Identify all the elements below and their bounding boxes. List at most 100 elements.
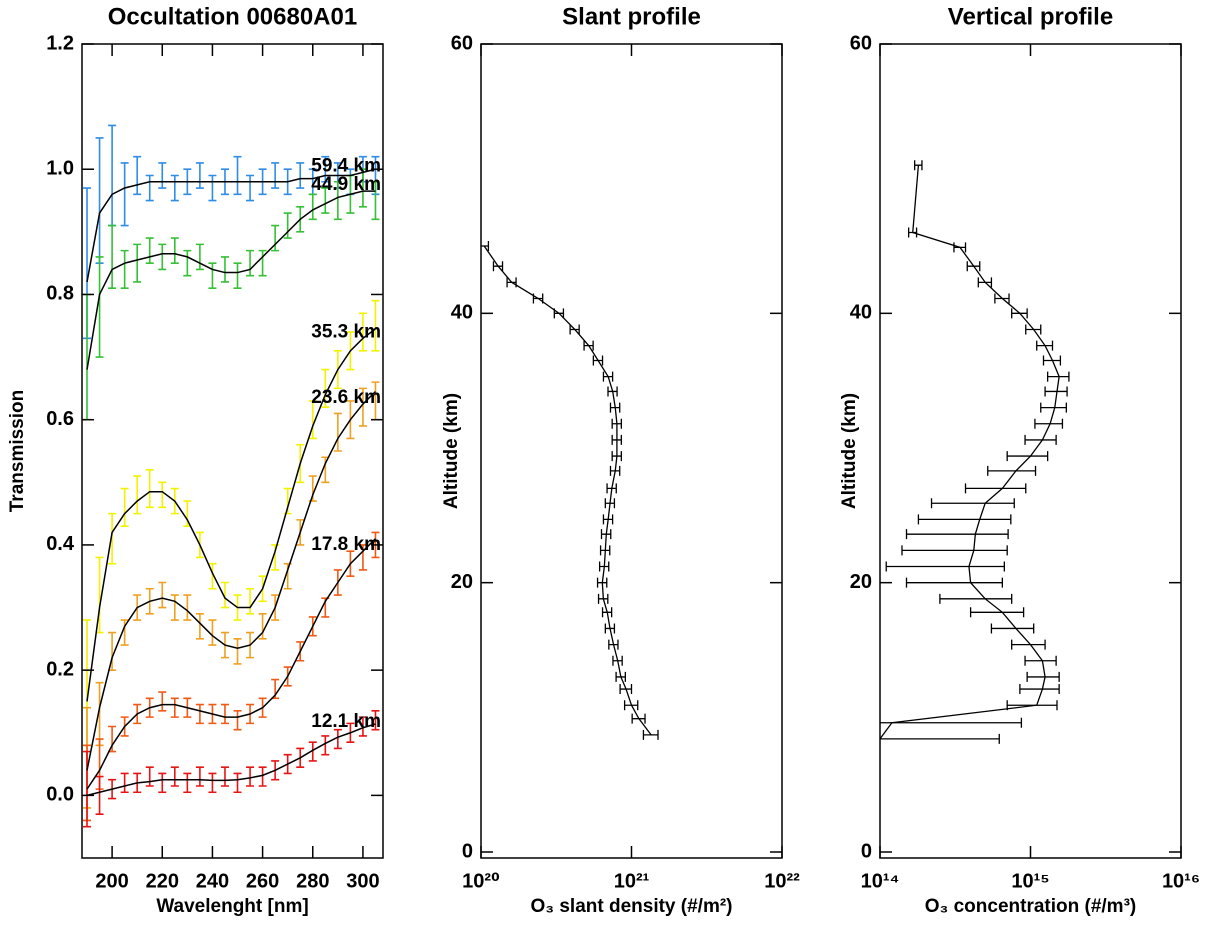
error-bar bbox=[258, 766, 267, 787]
error-bar bbox=[371, 180, 380, 221]
panel: Occultation 00680A01 Wavelenght [nm] Trans… bbox=[7, 3, 384, 917]
y-tick-label: 0 bbox=[861, 840, 872, 862]
error-bar bbox=[208, 772, 217, 794]
error-bar bbox=[258, 249, 267, 277]
series-label: 23.6 km bbox=[311, 387, 381, 408]
x-tick-label: 260 bbox=[246, 870, 279, 892]
error-bar bbox=[246, 174, 255, 202]
fit-line bbox=[86, 168, 376, 283]
error-bar bbox=[195, 703, 204, 725]
error-bar bbox=[233, 262, 242, 289]
error-bar bbox=[208, 174, 217, 202]
x-axis-label: Wavelenght [nm] bbox=[156, 896, 308, 917]
error-bar bbox=[1011, 639, 1046, 650]
error-bar bbox=[905, 577, 1003, 588]
error-bar bbox=[358, 168, 367, 208]
error-bar bbox=[233, 638, 242, 665]
error-bar bbox=[1024, 434, 1057, 445]
error-bar bbox=[246, 766, 255, 787]
error-bar bbox=[271, 162, 280, 189]
plot-frame bbox=[480, 43, 783, 859]
y-tick-label: 0.8 bbox=[46, 283, 74, 305]
x-tick-label: 10¹⁶ bbox=[1162, 870, 1200, 892]
error-bar bbox=[208, 262, 217, 289]
error-bar bbox=[1024, 655, 1057, 666]
error-bar bbox=[901, 545, 1008, 556]
error-bar bbox=[158, 772, 167, 794]
y-tick-label: 0.6 bbox=[46, 408, 74, 430]
error-bar bbox=[220, 703, 229, 725]
profile-line bbox=[880, 165, 1060, 740]
error-bar bbox=[95, 256, 104, 358]
error-bar bbox=[358, 312, 367, 352]
panel-title: Vertical profile bbox=[948, 3, 1113, 30]
error-bar bbox=[145, 237, 154, 264]
plot-frame bbox=[81, 43, 384, 859]
error-bar bbox=[371, 710, 380, 731]
x-tick-label: 10²⁰ bbox=[462, 870, 500, 892]
error-bar bbox=[183, 594, 192, 621]
error-bar bbox=[917, 514, 1012, 525]
error-bar bbox=[170, 697, 179, 718]
error-bar bbox=[939, 593, 1013, 604]
error-bar bbox=[333, 412, 342, 452]
error-bar bbox=[195, 766, 204, 787]
x-axis-label: O₃ slant density (#/m²) bbox=[531, 896, 733, 917]
error-bar bbox=[358, 544, 367, 571]
error-bar bbox=[208, 562, 217, 590]
plot-area bbox=[880, 160, 1070, 744]
error-bar bbox=[120, 772, 129, 794]
error-bar bbox=[170, 237, 179, 264]
error-bar bbox=[333, 728, 342, 750]
error-bar bbox=[145, 766, 154, 787]
error-bar bbox=[1019, 684, 1060, 695]
error-bar bbox=[145, 174, 154, 202]
error-bar bbox=[145, 468, 154, 509]
panel-title: Slant profile bbox=[562, 3, 701, 30]
y-tick-label: 20 bbox=[850, 571, 872, 593]
error-bar bbox=[170, 594, 179, 621]
error-bar bbox=[158, 581, 167, 609]
error-bar bbox=[183, 772, 192, 794]
error-bar bbox=[1026, 671, 1060, 682]
error-bar bbox=[246, 249, 255, 277]
error-bar bbox=[271, 224, 280, 252]
error-bar bbox=[880, 733, 1000, 744]
error-bar bbox=[358, 387, 367, 427]
error-bar bbox=[964, 483, 1027, 494]
error-bar bbox=[158, 243, 167, 271]
y-tick-label: 0.2 bbox=[46, 658, 74, 680]
error-bar bbox=[308, 400, 317, 440]
y-tick-label: 40 bbox=[451, 302, 473, 324]
error-bar bbox=[233, 772, 242, 794]
error-bar bbox=[133, 243, 142, 283]
error-bar bbox=[108, 725, 117, 753]
x-tick-label: 300 bbox=[346, 870, 379, 892]
error-bar bbox=[930, 498, 1015, 509]
y-axis-label: Altitude (km) bbox=[839, 393, 860, 509]
error-bar bbox=[158, 481, 167, 509]
error-bar bbox=[95, 775, 104, 815]
error-bar bbox=[120, 162, 129, 227]
error-bar bbox=[233, 155, 242, 196]
error-bar bbox=[321, 735, 330, 756]
plot-frame bbox=[879, 43, 1182, 859]
x-tick-label: 10¹⁵ bbox=[1011, 870, 1049, 892]
fit-line bbox=[86, 390, 377, 771]
error-bar bbox=[371, 299, 380, 352]
y-tick-label: 40 bbox=[850, 302, 872, 324]
error-bar bbox=[880, 717, 1023, 728]
fit-line bbox=[86, 190, 376, 370]
error-bar bbox=[969, 607, 1025, 618]
error-bar bbox=[358, 716, 367, 737]
error-bar bbox=[220, 766, 229, 787]
error-bar bbox=[258, 613, 267, 640]
error-bar bbox=[95, 681, 104, 747]
y-tick-label: 1.2 bbox=[46, 32, 74, 54]
series-label: 59.4 km bbox=[311, 155, 381, 176]
error-bar bbox=[195, 613, 204, 640]
x-tick-label: 10²² bbox=[764, 870, 800, 892]
fit-line bbox=[86, 328, 376, 702]
error-bar bbox=[108, 512, 117, 565]
series-label: 35.3 km bbox=[311, 321, 381, 342]
